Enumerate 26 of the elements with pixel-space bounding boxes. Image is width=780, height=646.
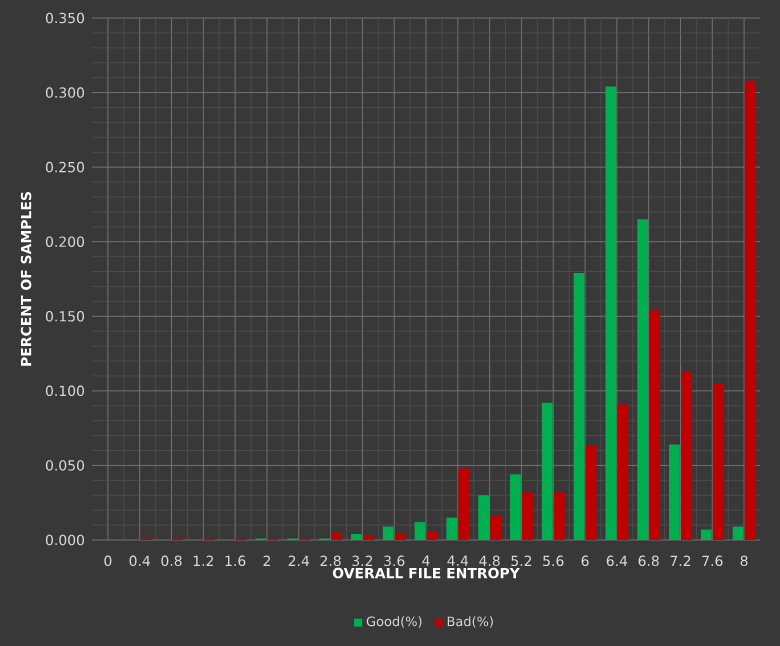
bar bbox=[382, 526, 394, 540]
bar bbox=[522, 492, 533, 540]
bar bbox=[414, 522, 426, 540]
bar bbox=[510, 474, 521, 540]
bar bbox=[732, 526, 744, 540]
bar bbox=[394, 534, 406, 540]
bar bbox=[458, 468, 470, 540]
bar bbox=[331, 532, 342, 540]
bar bbox=[350, 534, 362, 540]
bar bbox=[637, 219, 649, 540]
bar bbox=[669, 444, 680, 540]
bar bbox=[478, 495, 490, 540]
bar bbox=[573, 273, 585, 540]
bar bbox=[553, 492, 565, 540]
bar bbox=[617, 404, 629, 540]
bar bbox=[585, 446, 597, 540]
bar bbox=[712, 383, 724, 540]
bar bbox=[649, 310, 661, 540]
bar bbox=[681, 371, 692, 540]
bar bbox=[744, 80, 756, 540]
bar bbox=[700, 529, 712, 540]
bar bbox=[605, 86, 617, 540]
bar bbox=[426, 531, 438, 540]
bar bbox=[541, 402, 553, 540]
bar bbox=[490, 516, 502, 540]
bar bbox=[446, 517, 458, 540]
